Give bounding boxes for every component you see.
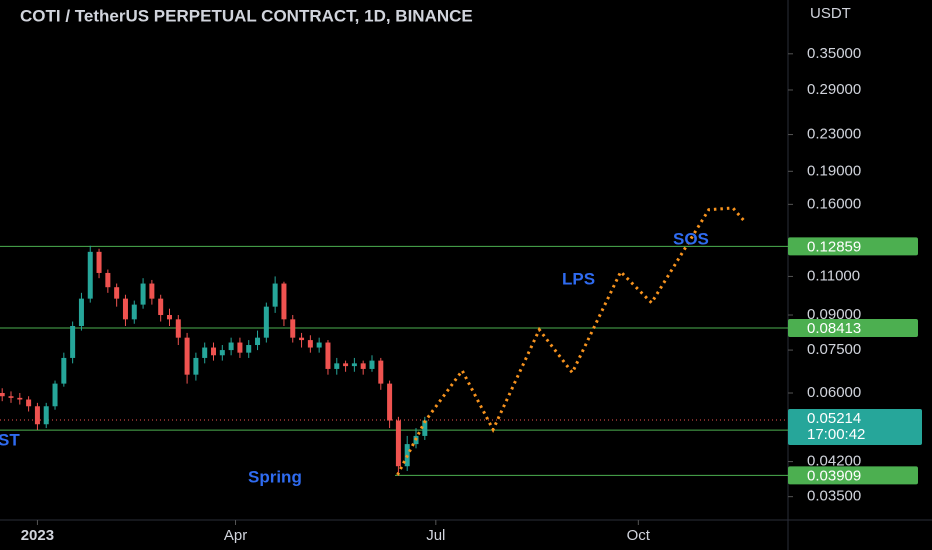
candle-body	[96, 251, 102, 273]
candle-body	[316, 342, 322, 348]
y-tick-label: 0.03500	[807, 488, 861, 505]
chart-title: COTI / TetherUS PERPETUAL CONTRACT, 1D, …	[20, 6, 473, 25]
x-tick-label: Oct	[627, 527, 651, 544]
candle-body	[70, 326, 76, 358]
candle-body	[43, 406, 49, 425]
candle-body	[237, 342, 243, 353]
candle-body	[122, 298, 128, 320]
candle-body	[78, 298, 84, 327]
candle-body	[369, 360, 375, 369]
level-badge-label: 0.08413	[807, 320, 861, 337]
x-tick-label: Jul	[426, 527, 445, 544]
level-badge	[788, 466, 918, 485]
annotation: ST	[0, 430, 20, 449]
annotation: SOS	[673, 229, 709, 248]
candle-body	[219, 350, 225, 356]
y-tick-label: 0.35000	[807, 45, 861, 62]
candle-body	[325, 342, 331, 369]
candle-body	[281, 283, 287, 320]
candle-body	[26, 399, 32, 407]
candle-body	[422, 420, 428, 436]
annotation: Spring	[248, 467, 302, 486]
y-unit: USDT	[810, 5, 851, 22]
candle-body	[246, 345, 252, 353]
candle-body	[61, 357, 67, 384]
level-badge	[788, 318, 918, 337]
y-tick-label: 0.16000	[807, 195, 861, 212]
candle-body	[17, 397, 23, 400]
level-badge-label: 0.03909	[807, 467, 861, 484]
y-tick-label: 0.19000	[807, 162, 861, 179]
candle-body	[131, 304, 137, 320]
candle-body	[263, 306, 269, 338]
candle-body	[158, 298, 164, 316]
candle-body	[307, 340, 313, 348]
last-price-label: 0.05214	[807, 410, 861, 427]
candle-body	[334, 363, 340, 369]
annotation: LPS	[562, 269, 595, 288]
candle-body	[360, 363, 366, 369]
y-tick-label: 0.04200	[807, 453, 861, 470]
candle-body	[175, 319, 181, 338]
candle-body	[87, 251, 93, 299]
candle-body	[290, 319, 296, 338]
last-price-badge	[788, 409, 922, 446]
level-badge-label: 0.12859	[807, 238, 861, 255]
candle-body	[299, 337, 305, 341]
candle-body	[378, 360, 384, 384]
candle-body	[202, 347, 208, 358]
candle-body	[114, 287, 120, 299]
y-tick-label: 0.07500	[807, 341, 861, 358]
candle-body	[395, 420, 401, 467]
x-tick-label: 2023	[21, 527, 54, 544]
y-tick-label: 0.06000	[807, 384, 861, 401]
candle-body	[105, 272, 111, 288]
y-tick-label: 0.11000	[807, 267, 860, 284]
x-tick-label: Apr	[224, 527, 247, 544]
candle-body	[343, 363, 349, 367]
level-badge	[788, 237, 918, 256]
y-tick-label: 0.23000	[807, 126, 861, 143]
y-tick-label: 0.29000	[807, 81, 861, 98]
candle-body	[255, 337, 261, 346]
candle-body	[140, 283, 146, 305]
candle-body	[166, 315, 172, 320]
y-tick-label: 0.09000	[807, 306, 861, 323]
candle-body	[387, 383, 393, 421]
candle-body	[0, 392, 5, 397]
countdown-label: 17:00:42	[807, 426, 865, 443]
candle-body	[52, 383, 58, 407]
candle-body	[351, 363, 357, 367]
candle-body	[184, 337, 190, 375]
candle-body	[34, 406, 40, 425]
candle-body	[228, 342, 234, 351]
candle-body	[149, 283, 155, 299]
candle-body	[211, 347, 217, 356]
candle-body	[272, 283, 278, 307]
candle-body	[193, 357, 199, 375]
candle-body	[8, 396, 14, 398]
